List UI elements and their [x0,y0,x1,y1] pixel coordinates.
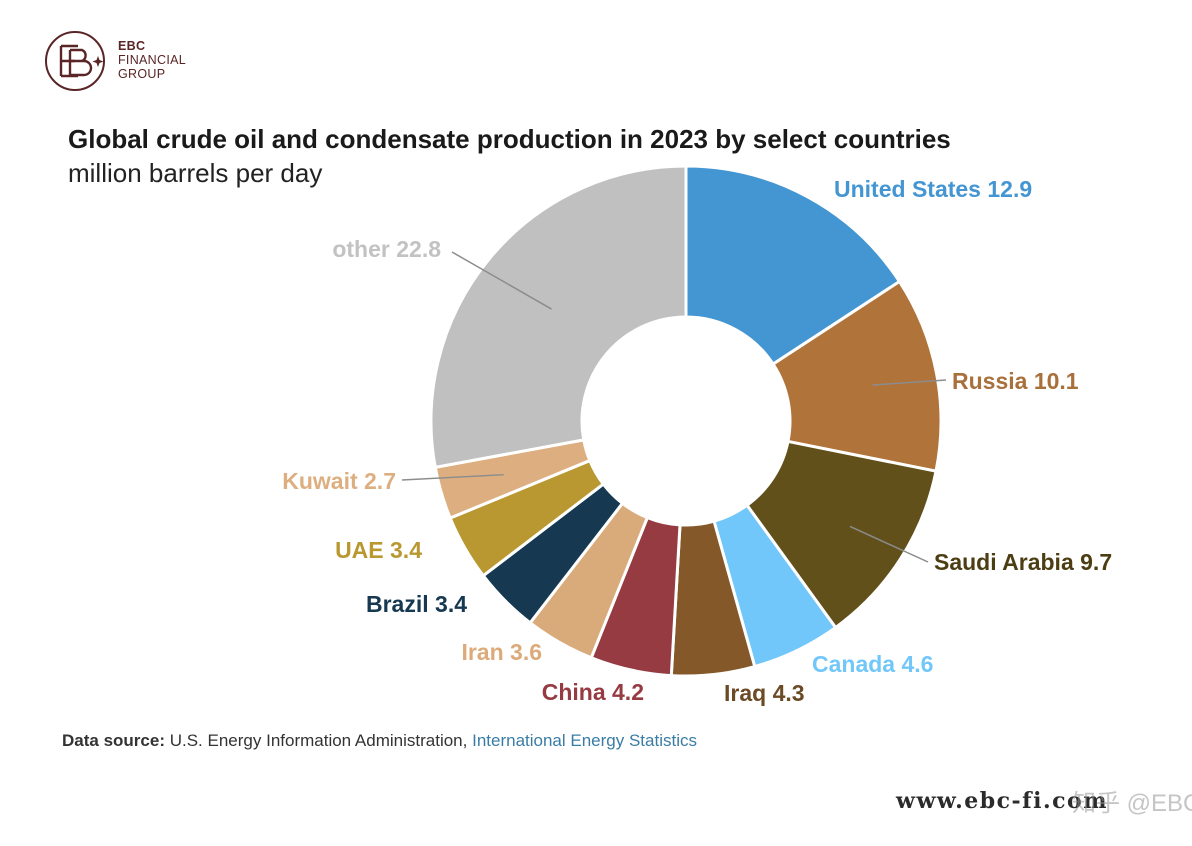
label-united-states: United States 12.9 [834,176,1032,202]
slice-united-states [684,164,902,367]
brand-line-1: EBC [118,39,146,53]
brand-line-2: FINANCIAL [118,53,186,67]
label-russia: Russia 10.1 [952,368,1079,394]
data-source-text: U.S. Energy Information Administration, [169,731,468,750]
chart-title: Global crude oil and condensate producti… [68,124,951,154]
label-brazil: Brazil 3.4 [366,591,467,617]
ebc-logo: EBC FINANCIAL GROUP [44,30,204,92]
label-other: other 22.8 [332,236,441,262]
slice-saudi-arabia [744,439,938,630]
label-canada: Canada 4.6 [812,651,933,677]
slice-russia [770,279,943,473]
data-source: Data source: U.S. Energy Information Adm… [62,731,697,751]
website-url: www.ebc-fi.com [896,788,1108,814]
leader-line-other [451,251,552,310]
slice-other [429,164,688,470]
leader-line-russia [872,379,947,386]
label-iraq: Iraq 4.3 [724,680,805,706]
watermark: 知乎 @EBC [1072,790,1192,817]
leader-line-saudi-arabia [849,525,929,563]
label-china: China 4.2 [542,679,644,705]
brand-line-3: GROUP [118,67,166,81]
leader-line-kuwait [401,473,504,481]
data-source-label: Data source: [62,731,165,750]
brand-name: EBC FINANCIAL GROUP [118,39,186,81]
ebc-logo-icon [45,31,105,91]
label-uae: UAE 3.4 [335,537,422,563]
label-kuwait: Kuwait 2.7 [282,468,396,494]
label-saudi-arabia: Saudi Arabia 9.7 [934,549,1112,575]
chart-subtitle: million barrels per day [68,158,323,188]
label-iran: Iran 3.6 [461,639,542,665]
data-source-link[interactable]: International Energy Statistics [472,731,697,750]
